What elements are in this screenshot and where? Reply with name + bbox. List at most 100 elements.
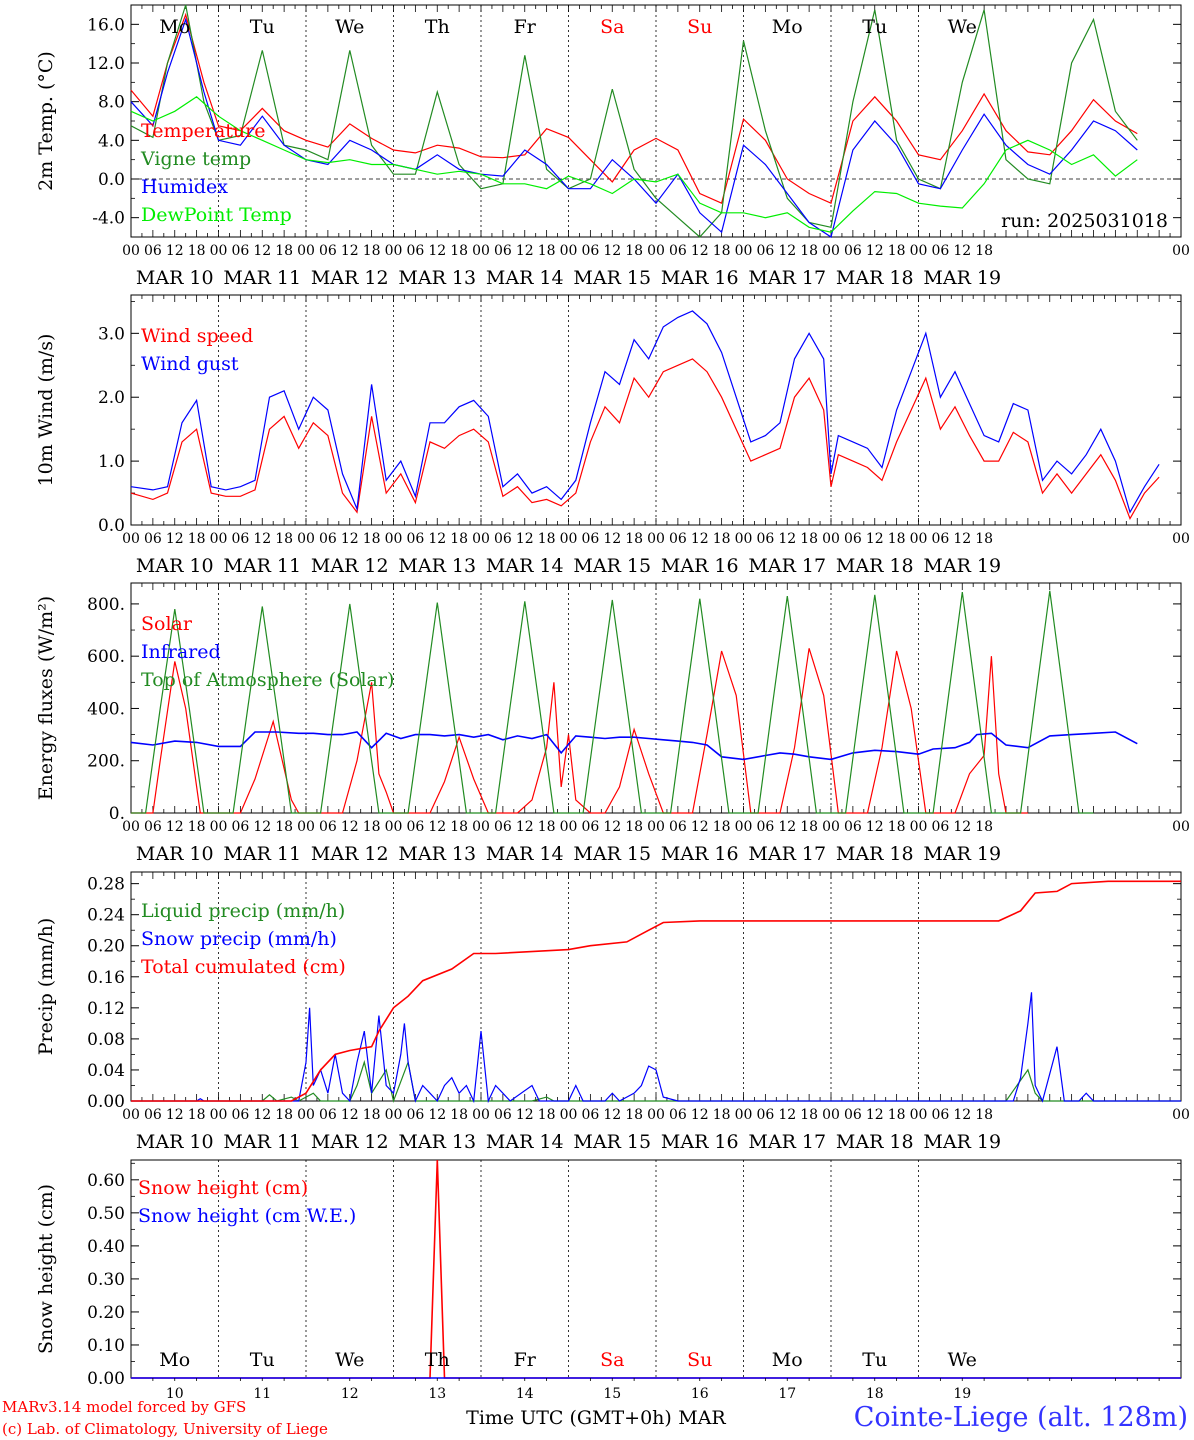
hour-label: 18 <box>713 819 731 835</box>
hour-label: 18 <box>625 819 643 835</box>
run-label: run: 2025031018 <box>1001 210 1168 232</box>
hour-label: 12 <box>166 1107 184 1123</box>
hour-label: 00 <box>385 531 403 547</box>
hour-label: 00 <box>472 819 490 835</box>
date-label: MAR 17 <box>748 267 826 289</box>
hour-label: 06 <box>231 1107 249 1123</box>
date-label: MAR 12 <box>311 267 389 289</box>
day-number: 12 <box>341 1386 359 1402</box>
hour-label: 06 <box>844 243 862 259</box>
hour-label: 06 <box>581 819 599 835</box>
hour-label: 00 <box>122 1107 140 1123</box>
y-axis-label: Precip (mm/h) <box>35 918 57 1056</box>
date-label: MAR 14 <box>486 555 564 577</box>
hour-label: 18 <box>450 243 468 259</box>
hour-label: 12 <box>341 243 359 259</box>
date-label: MAR 11 <box>223 1131 301 1153</box>
day-number: 17 <box>778 1386 796 1402</box>
hour-label: 00 <box>210 819 228 835</box>
hour-label: 12 <box>428 531 446 547</box>
hour-label: 00 <box>1172 819 1190 835</box>
hour-label: 12 <box>516 1107 534 1123</box>
hour-label: 06 <box>756 531 774 547</box>
hour-label: 18 <box>188 243 206 259</box>
legend-entry: Wind gust <box>141 353 239 375</box>
date-label: MAR 17 <box>748 1131 826 1153</box>
hour-label: 18 <box>713 531 731 547</box>
hour-label: 18 <box>538 531 556 547</box>
hour-label: 06 <box>931 819 949 835</box>
day-name-bottom: We <box>948 1349 977 1371</box>
legend-entry: Wind speed <box>141 325 253 347</box>
hour-label: 00 <box>1172 531 1190 547</box>
date-label: MAR 11 <box>223 843 301 865</box>
date-label: MAR 10 <box>136 1131 214 1153</box>
hour-label: 18 <box>450 531 468 547</box>
hour-label: 12 <box>166 243 184 259</box>
series-line-dewpoint-temp <box>130 96 1138 233</box>
legend-entry: Vigne temp <box>140 148 251 170</box>
date-label: MAR 10 <box>136 555 214 577</box>
hour-label: 12 <box>778 531 796 547</box>
hour-label: 00 <box>822 243 840 259</box>
hour-label: 00 <box>1172 243 1190 259</box>
hour-label: 12 <box>516 531 534 547</box>
hour-label: 06 <box>844 531 862 547</box>
hour-label: 06 <box>406 531 424 547</box>
hour-label: 12 <box>166 819 184 835</box>
hour-label: 00 <box>472 531 490 547</box>
hour-label: 18 <box>538 1107 556 1123</box>
series-line-vigne-temp <box>130 4 1138 238</box>
hour-label: 00 <box>910 243 928 259</box>
date-label: MAR 14 <box>486 843 564 865</box>
hour-label: 00 <box>385 819 403 835</box>
hour-label: 18 <box>800 819 818 835</box>
y-tick-label: 1.0 <box>98 452 125 472</box>
day-name-top: Tu <box>862 16 887 38</box>
day-number: 19 <box>953 1386 971 1402</box>
day-name-bottom: We <box>335 1349 364 1371</box>
day-name-bottom: Th <box>425 1349 450 1371</box>
series-line-solar <box>131 648 1028 814</box>
hour-label: 06 <box>406 1107 424 1123</box>
panel-3: 0. 200. 400. 600. 800. Energy fluxes (W/m²) 00… <box>35 582 1190 865</box>
y-tick-label: 0.28 <box>87 875 125 895</box>
hour-label: 18 <box>975 531 993 547</box>
date-label: MAR 17 <box>748 555 826 577</box>
hour-label: 06 <box>581 243 599 259</box>
y-axis-label: Energy fluxes (W/m²) <box>35 596 57 800</box>
date-label: MAR 12 <box>311 555 389 577</box>
hour-label: 06 <box>144 531 162 547</box>
y-tick-label: 0.16 <box>87 968 125 988</box>
panel-5: 0.00 0.10 0.20 0.30 0.40 0.50 0.60 Snow height … <box>35 1159 1182 1389</box>
day-name-top: Fr <box>514 16 537 38</box>
date-label: MAR 10 <box>136 843 214 865</box>
legend-entry: Temperature <box>141 120 265 142</box>
hour-label: 12 <box>341 819 359 835</box>
hour-label: 18 <box>713 243 731 259</box>
y-tick-label: -4.0 <box>92 209 125 229</box>
day-name-top: Mo <box>772 16 803 38</box>
hour-label: 18 <box>975 243 993 259</box>
hour-label: 00 <box>910 819 928 835</box>
hour-label: 18 <box>363 531 381 547</box>
hour-label: 06 <box>319 531 337 547</box>
hour-label: 00 <box>122 531 140 547</box>
date-label: MAR 18 <box>836 1131 914 1153</box>
hour-label: 00 <box>472 243 490 259</box>
date-label: MAR 16 <box>661 555 739 577</box>
date-label: MAR 13 <box>398 555 476 577</box>
date-label: MAR 16 <box>661 267 739 289</box>
hour-label: 18 <box>888 531 906 547</box>
hour-label: 12 <box>516 243 534 259</box>
hour-label: 18 <box>975 819 993 835</box>
hour-label: 18 <box>188 531 206 547</box>
y-tick-label: 2.0 <box>98 388 125 408</box>
hour-label: 06 <box>494 243 512 259</box>
hour-label: 12 <box>953 819 971 835</box>
hour-label: 06 <box>144 819 162 835</box>
station-label: Cointe-Liege (alt. 128m) <box>854 1402 1188 1433</box>
day-number: 16 <box>691 1386 709 1402</box>
date-label: MAR 18 <box>836 843 914 865</box>
